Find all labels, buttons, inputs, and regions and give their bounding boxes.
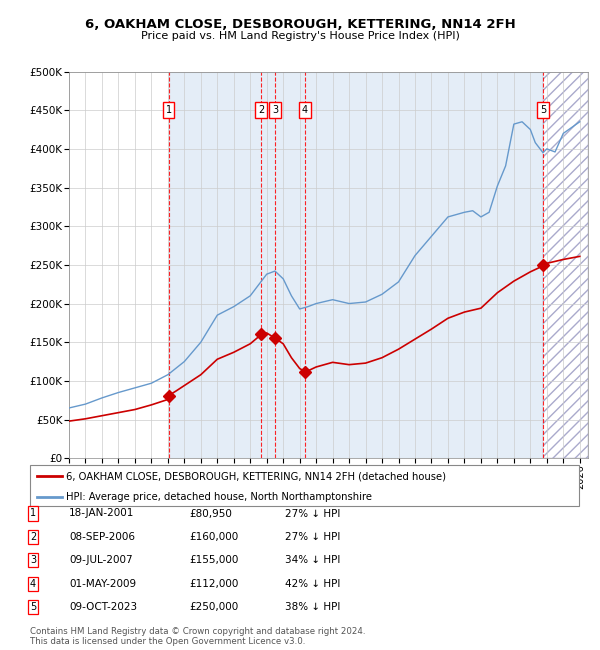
FancyBboxPatch shape bbox=[30, 465, 579, 506]
Text: 42% ↓ HPI: 42% ↓ HPI bbox=[285, 578, 340, 589]
Text: 18-JAN-2001: 18-JAN-2001 bbox=[69, 508, 134, 519]
Text: 6, OAKHAM CLOSE, DESBOROUGH, KETTERING, NN14 2FH (detached house): 6, OAKHAM CLOSE, DESBOROUGH, KETTERING, … bbox=[65, 471, 446, 481]
Text: 27% ↓ HPI: 27% ↓ HPI bbox=[285, 532, 340, 542]
Text: 5: 5 bbox=[540, 105, 546, 115]
Text: Price paid vs. HM Land Registry's House Price Index (HPI): Price paid vs. HM Land Registry's House … bbox=[140, 31, 460, 40]
Text: 09-JUL-2007: 09-JUL-2007 bbox=[69, 555, 133, 566]
Text: 27% ↓ HPI: 27% ↓ HPI bbox=[285, 508, 340, 519]
Text: HPI: Average price, detached house, North Northamptonshire: HPI: Average price, detached house, Nort… bbox=[65, 491, 371, 502]
Text: This data is licensed under the Open Government Licence v3.0.: This data is licensed under the Open Gov… bbox=[30, 637, 305, 646]
Text: 3: 3 bbox=[30, 555, 36, 566]
Bar bbox=[543, 72, 588, 458]
Text: 2: 2 bbox=[258, 105, 265, 115]
Text: 1: 1 bbox=[166, 105, 172, 115]
Text: 5: 5 bbox=[30, 602, 36, 612]
Text: £250,000: £250,000 bbox=[189, 602, 238, 612]
Text: 09-OCT-2023: 09-OCT-2023 bbox=[69, 602, 137, 612]
Text: 08-SEP-2006: 08-SEP-2006 bbox=[69, 532, 135, 542]
Text: 01-MAY-2009: 01-MAY-2009 bbox=[69, 578, 136, 589]
Text: 2: 2 bbox=[30, 532, 36, 542]
Text: 1: 1 bbox=[30, 508, 36, 519]
Bar bbox=[169, 72, 543, 458]
Text: 3: 3 bbox=[272, 105, 278, 115]
Text: 38% ↓ HPI: 38% ↓ HPI bbox=[285, 602, 340, 612]
Text: £160,000: £160,000 bbox=[189, 532, 238, 542]
Text: £80,950: £80,950 bbox=[189, 508, 232, 519]
Text: £112,000: £112,000 bbox=[189, 578, 238, 589]
Text: 4: 4 bbox=[30, 578, 36, 589]
Text: Contains HM Land Registry data © Crown copyright and database right 2024.: Contains HM Land Registry data © Crown c… bbox=[30, 627, 365, 636]
Text: £155,000: £155,000 bbox=[189, 555, 238, 566]
Text: 6, OAKHAM CLOSE, DESBOROUGH, KETTERING, NN14 2FH: 6, OAKHAM CLOSE, DESBOROUGH, KETTERING, … bbox=[85, 18, 515, 31]
Text: 34% ↓ HPI: 34% ↓ HPI bbox=[285, 555, 340, 566]
Text: 4: 4 bbox=[302, 105, 308, 115]
